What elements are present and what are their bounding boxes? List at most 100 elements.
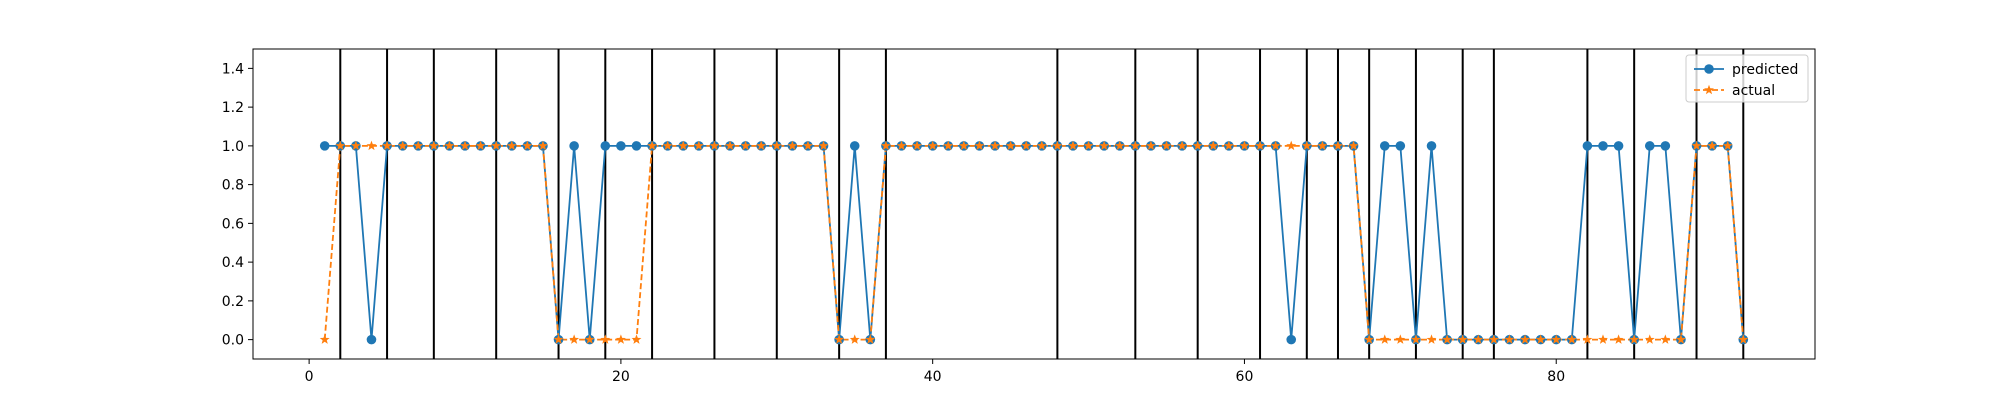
actual-point	[1145, 140, 1156, 151]
actual-point	[865, 334, 876, 344]
actual-point	[880, 140, 891, 151]
actual-point	[1114, 140, 1125, 151]
predicted-point	[631, 141, 642, 151]
actual-point	[1691, 140, 1702, 151]
y-tick-label: 1.0	[222, 139, 244, 155]
y-tick-label: 0.8	[222, 178, 244, 194]
actual-point	[600, 334, 611, 344]
actual-point	[1426, 334, 1437, 344]
actual-point	[1582, 334, 1593, 344]
x-tick-label: 40	[924, 369, 942, 385]
predicted-legend-marker	[1704, 64, 1714, 74]
actual-point	[413, 140, 424, 151]
actual-point	[1255, 140, 1265, 151]
predicted-point	[1644, 141, 1655, 151]
actual-point	[896, 140, 907, 151]
actual-point	[428, 140, 439, 151]
actual-point	[990, 140, 1000, 151]
predicted-point	[1286, 334, 1297, 345]
predicted-point	[1395, 141, 1406, 151]
actual-point	[350, 140, 361, 151]
actual-point	[1738, 334, 1749, 344]
actual-point	[1161, 140, 1172, 151]
actual-point	[1239, 140, 1250, 151]
y-axis: 0.0 0.2 0.4 0.6 0.8 1.0 1.2 1.4	[222, 61, 253, 349]
actual-point	[1457, 334, 1468, 344]
actual-point	[631, 334, 642, 344]
legend: predicted actual	[1685, 54, 1809, 103]
actual-point	[1036, 140, 1047, 151]
actual-point	[849, 334, 860, 344]
actual-point	[725, 140, 735, 151]
actual-point	[943, 140, 954, 151]
actual-point	[366, 140, 377, 151]
actual-point	[1379, 334, 1390, 344]
actual-point	[958, 140, 969, 151]
actual-point	[1598, 334, 1608, 344]
actual-point	[1613, 334, 1624, 344]
vertical-lines-group	[339, 49, 1745, 359]
predicted-point	[1426, 141, 1437, 151]
actual-point	[771, 140, 782, 151]
actual-point	[1707, 140, 1718, 151]
actual-point	[647, 140, 658, 151]
actual-point	[460, 140, 470, 151]
actual-point	[834, 334, 845, 344]
actual-point	[927, 140, 938, 151]
actual-point	[1270, 140, 1281, 151]
x-tick-label: 20	[612, 369, 630, 385]
actual-point	[584, 334, 595, 344]
actual-point	[444, 140, 455, 151]
actual-point	[1021, 140, 1032, 151]
actual-point	[1208, 140, 1219, 151]
actual-point	[397, 140, 408, 151]
actual-point	[538, 140, 548, 151]
y-tick-label: 0.0	[222, 333, 244, 349]
actual-point	[1551, 334, 1562, 344]
actual-point	[1644, 334, 1655, 344]
actual-legend-marker	[1704, 84, 1714, 95]
actual-point	[491, 140, 502, 151]
actual-point	[818, 140, 829, 151]
predicted-point	[600, 141, 611, 151]
actual-point	[740, 140, 751, 151]
actual-point	[1566, 334, 1577, 344]
actual-point	[475, 140, 486, 151]
y-tick-label: 1.4	[222, 61, 244, 77]
series-markers-group	[319, 140, 1749, 345]
y-tick-label: 0.6	[222, 216, 244, 232]
actual-point	[1005, 140, 1016, 151]
predicted-point	[849, 141, 860, 151]
actual-point	[662, 140, 673, 151]
actual-point	[678, 140, 689, 151]
actual-point	[1083, 140, 1094, 151]
actual-point	[709, 140, 720, 151]
actual-point	[553, 334, 564, 344]
actual-point	[756, 140, 767, 151]
actual-point	[1488, 334, 1499, 344]
actual-point	[787, 140, 798, 151]
predicted-point	[569, 141, 579, 151]
actual-point	[1223, 140, 1234, 151]
actual-point	[1333, 140, 1343, 151]
actual-point	[569, 334, 580, 344]
actual-point	[1722, 140, 1733, 151]
actual-point	[335, 140, 346, 151]
actual-point	[1130, 140, 1141, 151]
actual-point	[615, 334, 626, 344]
actual-point	[912, 140, 923, 151]
legend-items: predicted actual	[1694, 62, 1798, 99]
actual-point	[1395, 334, 1406, 344]
actual-point	[1068, 140, 1078, 151]
actual-point	[1317, 140, 1328, 151]
predicted-point	[1379, 141, 1390, 151]
actual-point	[693, 140, 704, 151]
actual-point	[1629, 334, 1640, 344]
y-tick-label: 0.4	[222, 255, 244, 271]
actual-point	[1535, 334, 1546, 344]
actual-point	[382, 140, 393, 151]
actual-point	[974, 140, 985, 151]
actual-point	[1520, 334, 1530, 344]
